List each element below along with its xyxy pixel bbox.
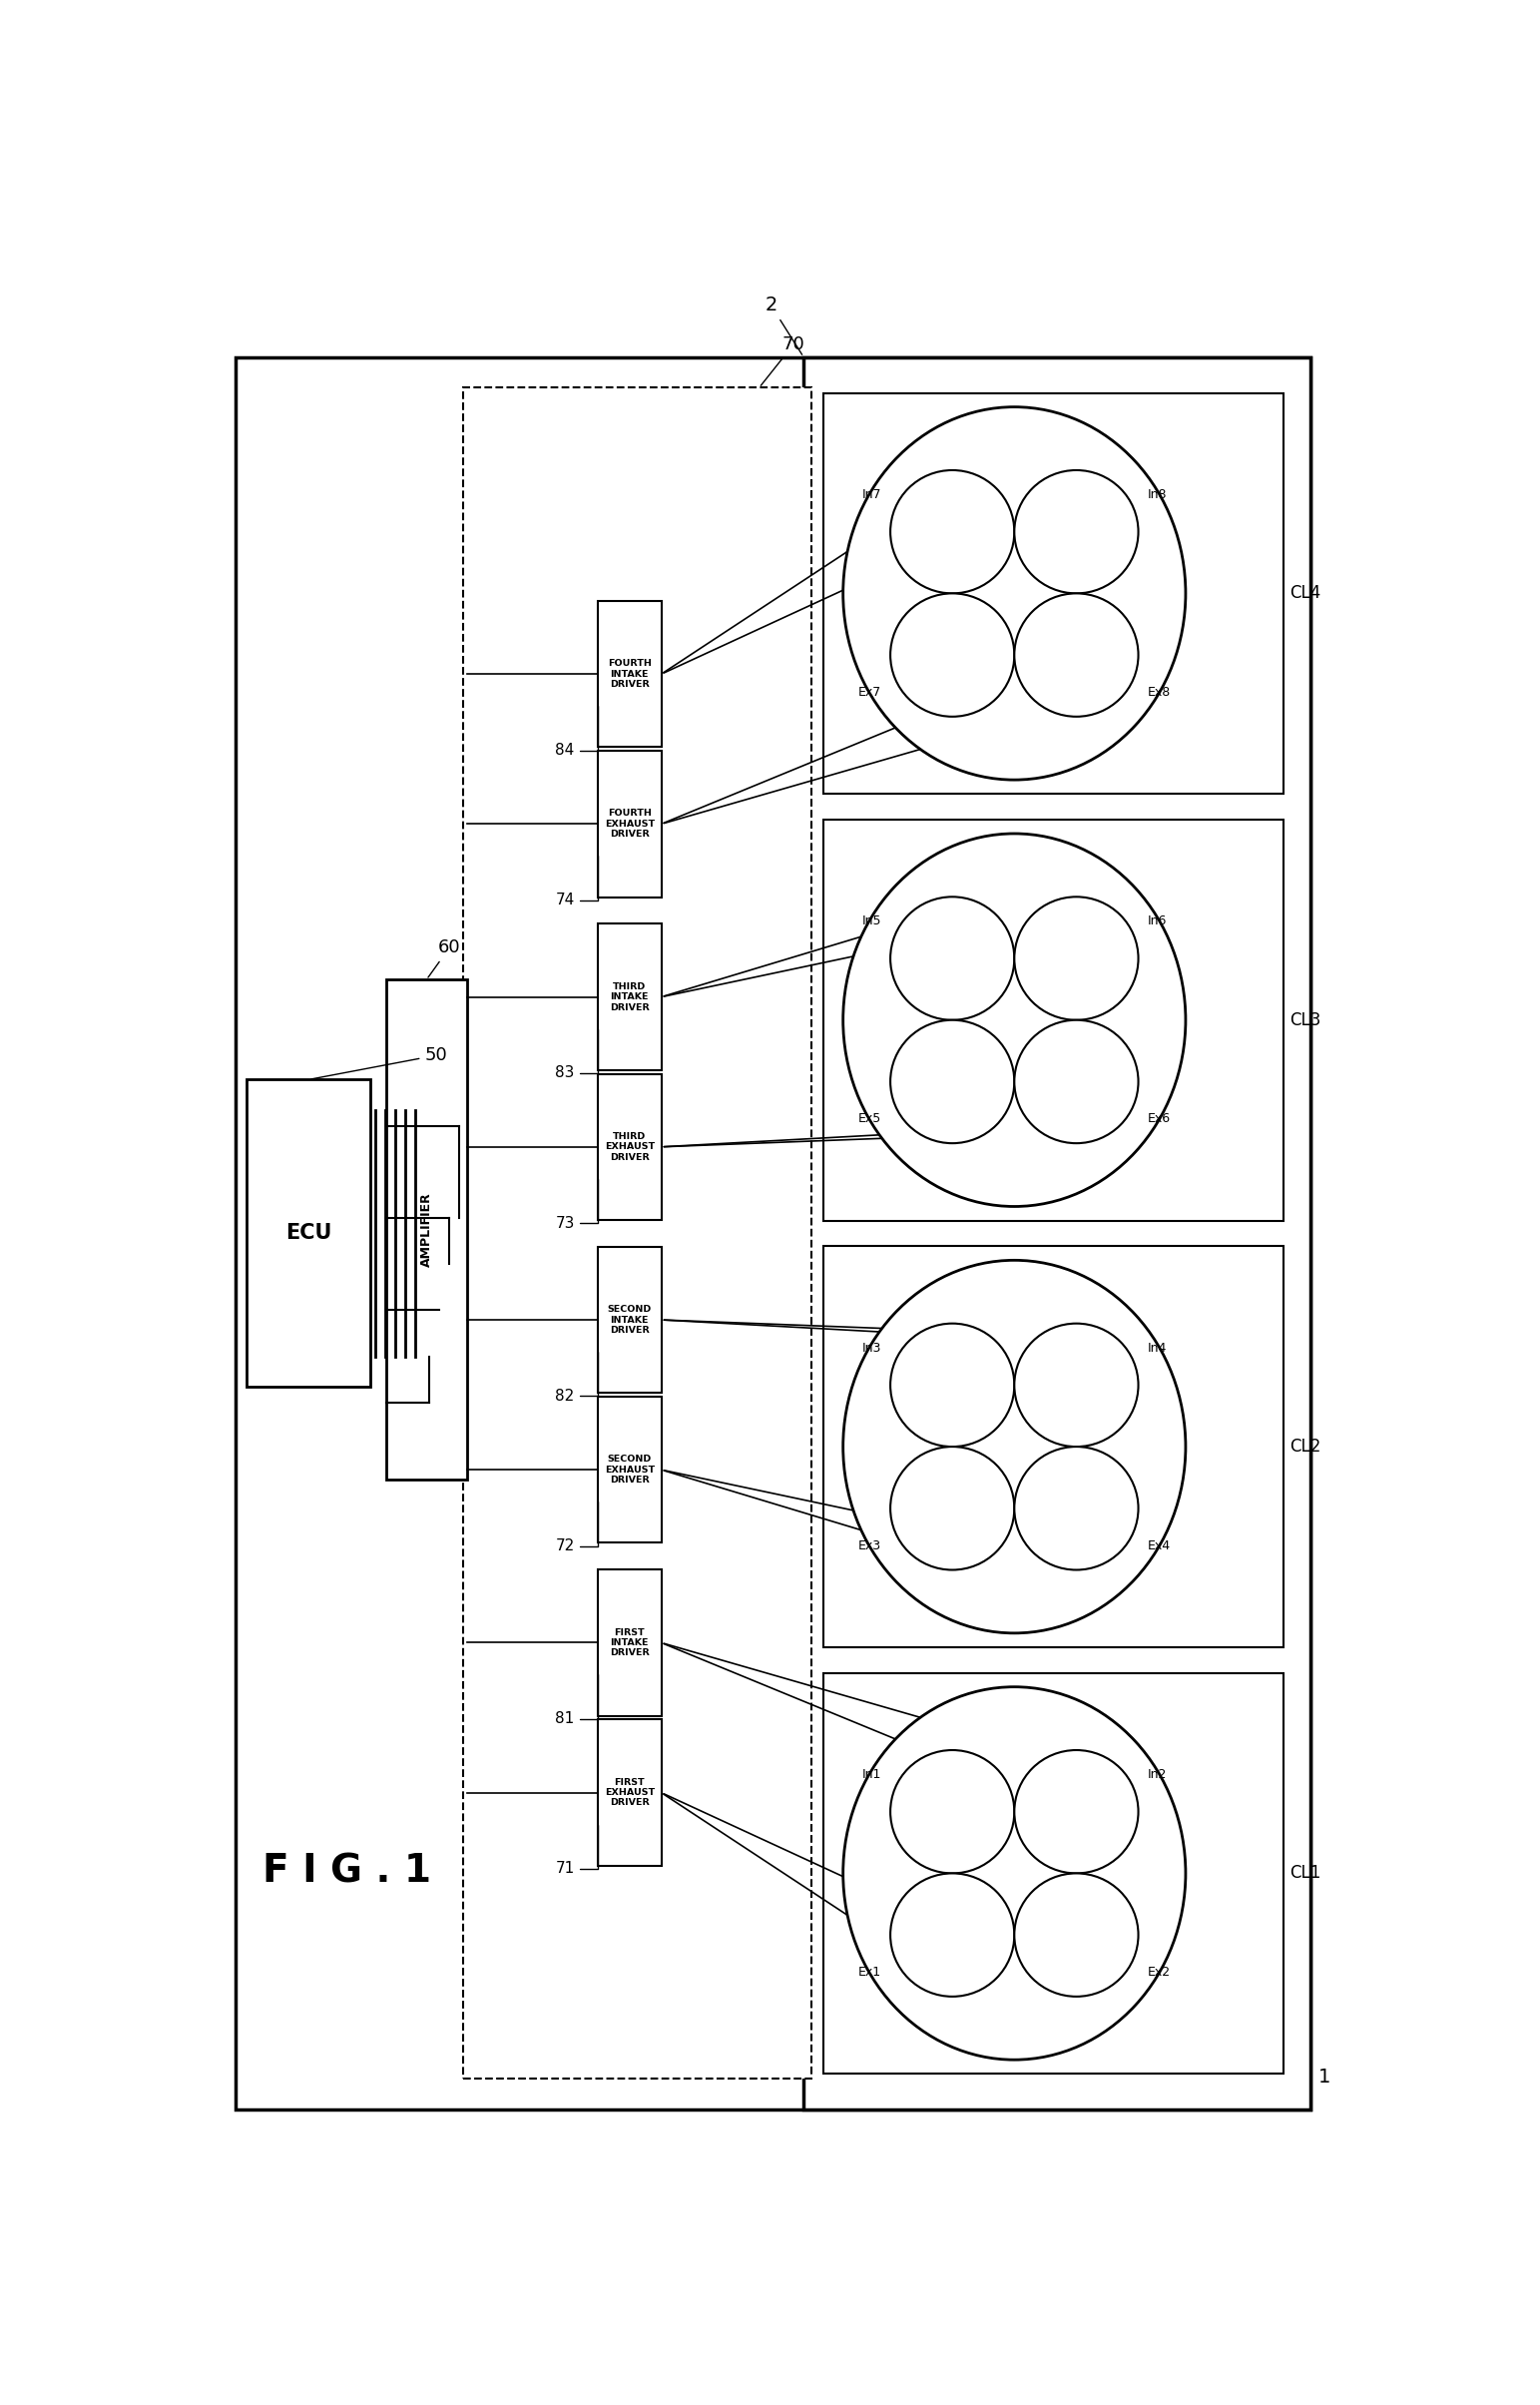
Text: 71: 71: [556, 1825, 598, 1876]
Ellipse shape: [842, 1260, 1186, 1633]
Circle shape: [890, 1020, 1015, 1142]
Text: In4: In4: [1147, 1342, 1167, 1354]
Text: CL3: CL3: [1289, 1010, 1321, 1029]
Bar: [822, 1246, 1283, 1647]
Bar: [387, 979, 467, 1479]
Bar: [598, 1570, 661, 1715]
Text: Ex5: Ex5: [858, 1114, 881, 1126]
Circle shape: [890, 1448, 1015, 1570]
Text: In2: In2: [1147, 1768, 1167, 1782]
Circle shape: [890, 897, 1015, 1020]
Text: 60: 60: [428, 938, 460, 976]
Circle shape: [1015, 1873, 1138, 1996]
Circle shape: [1015, 1751, 1138, 1873]
Bar: [464, 387, 812, 2078]
Text: 82: 82: [556, 1352, 598, 1405]
Text: 2: 2: [765, 296, 802, 354]
Text: 83: 83: [556, 1029, 598, 1080]
Circle shape: [1015, 1323, 1138, 1448]
Ellipse shape: [842, 1686, 1186, 2059]
Text: In5: In5: [861, 914, 881, 928]
Ellipse shape: [842, 835, 1186, 1207]
Text: Ex6: Ex6: [1147, 1114, 1170, 1126]
Ellipse shape: [842, 406, 1186, 779]
Text: 1: 1: [1318, 2068, 1331, 2088]
Bar: [822, 392, 1283, 794]
Circle shape: [1015, 1448, 1138, 1570]
Text: In3: In3: [862, 1342, 881, 1354]
Circle shape: [1015, 594, 1138, 717]
Text: 74: 74: [556, 856, 598, 907]
Bar: [598, 1075, 661, 1219]
Text: THIRD
INTAKE
DRIVER: THIRD INTAKE DRIVER: [610, 981, 650, 1013]
Text: Ex1: Ex1: [858, 1965, 881, 1979]
Text: 70: 70: [761, 334, 805, 385]
Bar: [598, 1246, 661, 1392]
Bar: [246, 1080, 371, 1388]
Text: CL1: CL1: [1289, 1864, 1321, 1883]
Text: Ex4: Ex4: [1147, 1539, 1170, 1551]
Circle shape: [890, 471, 1015, 594]
Bar: [598, 1720, 661, 1866]
Text: 81: 81: [556, 1674, 598, 1727]
Text: SECOND
INTAKE
DRIVER: SECOND INTAKE DRIVER: [607, 1306, 651, 1335]
Text: In6: In6: [1147, 914, 1167, 928]
Text: Ex2: Ex2: [1147, 1965, 1170, 1979]
Text: SECOND
EXHAUST
DRIVER: SECOND EXHAUST DRIVER: [605, 1455, 654, 1484]
Circle shape: [890, 1873, 1015, 1996]
Text: In7: In7: [861, 488, 881, 500]
Circle shape: [890, 1323, 1015, 1448]
Bar: [598, 1397, 661, 1542]
Text: CL2: CL2: [1289, 1438, 1321, 1455]
Text: FIRST
INTAKE
DRIVER: FIRST INTAKE DRIVER: [610, 1628, 650, 1657]
Text: FOURTH
INTAKE
DRIVER: FOURTH INTAKE DRIVER: [608, 659, 651, 688]
Text: Ex3: Ex3: [858, 1539, 881, 1551]
Bar: [598, 601, 661, 748]
Text: In8: In8: [1147, 488, 1167, 500]
Circle shape: [1015, 1020, 1138, 1142]
Text: 50: 50: [311, 1046, 447, 1080]
Text: FIRST
EXHAUST
DRIVER: FIRST EXHAUST DRIVER: [605, 1777, 654, 1809]
Text: In1: In1: [862, 1768, 881, 1782]
Bar: [598, 750, 661, 897]
Text: 73: 73: [556, 1178, 598, 1231]
Bar: [598, 924, 661, 1070]
Text: F I G . 1: F I G . 1: [262, 1852, 431, 1890]
Circle shape: [1015, 471, 1138, 594]
Circle shape: [1015, 897, 1138, 1020]
Text: Ex8: Ex8: [1147, 685, 1170, 700]
Text: Ex7: Ex7: [858, 685, 881, 700]
Circle shape: [890, 594, 1015, 717]
Bar: [804, 356, 1311, 2109]
Text: THIRD
EXHAUST
DRIVER: THIRD EXHAUST DRIVER: [605, 1133, 654, 1162]
Text: AMPLIFIER: AMPLIFIER: [420, 1193, 433, 1267]
Text: CL4: CL4: [1289, 584, 1320, 601]
Text: FOURTH
EXHAUST
DRIVER: FOURTH EXHAUST DRIVER: [605, 808, 654, 839]
Text: ECU: ECU: [285, 1224, 331, 1243]
Text: 84: 84: [556, 707, 598, 758]
Circle shape: [890, 1751, 1015, 1873]
Bar: [822, 820, 1283, 1222]
Text: 72: 72: [556, 1501, 598, 1554]
Bar: [822, 1674, 1283, 2073]
